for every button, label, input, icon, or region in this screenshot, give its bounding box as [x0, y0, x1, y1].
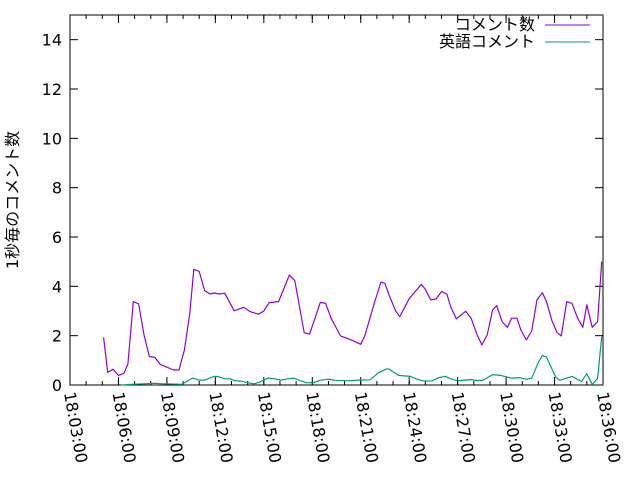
series-line-comments	[103, 261, 603, 376]
legend-label-english-comments: 英語コメント	[439, 32, 535, 51]
x-tick-label: 18:06:00	[109, 390, 140, 464]
axis-ticks	[69, 15, 604, 386]
y-tick-label: 10	[42, 129, 62, 148]
x-tick-label: 18:12:00	[205, 390, 236, 464]
y-tick-label: 0	[52, 376, 62, 395]
x-tick-label: 18:36:00	[593, 390, 624, 464]
y-tick-label: 14	[42, 31, 62, 50]
x-tick-label: 18:09:00	[157, 390, 188, 464]
y-axis-label: 1秒毎のコメント数	[3, 131, 22, 269]
series-lines	[103, 261, 603, 386]
x-tick-label: 18:18:00	[302, 390, 333, 464]
legend-label-comments: コメント数	[455, 15, 535, 34]
x-tick-label: 18:21:00	[351, 390, 382, 464]
y-tick-labels: 0 2 4 6 8 10 12 14	[42, 31, 62, 395]
legend: コメント数 英語コメント	[439, 15, 590, 51]
y-tick-label: 8	[52, 179, 62, 198]
x-tick-label: 18:15:00	[254, 390, 285, 464]
x-tick-label: 18:03:00	[60, 390, 91, 464]
y-tick-label: 6	[52, 228, 62, 247]
y-tick-label: 2	[52, 327, 62, 346]
x-tick-label: 18:27:00	[448, 390, 479, 464]
x-tick-label: 18:24:00	[399, 390, 430, 464]
y-tick-label: 4	[52, 277, 62, 296]
series-line-english-comments	[121, 336, 603, 386]
x-tick-label: 18:30:00	[496, 390, 527, 464]
y-tick-label: 12	[42, 80, 62, 99]
x-tick-labels: 18:03:00 18:06:00 18:09:00 18:12:00 18:15:00…	[60, 390, 624, 464]
plot-frame	[69, 14, 604, 386]
x-tick-label: 18:33:00	[545, 390, 576, 464]
